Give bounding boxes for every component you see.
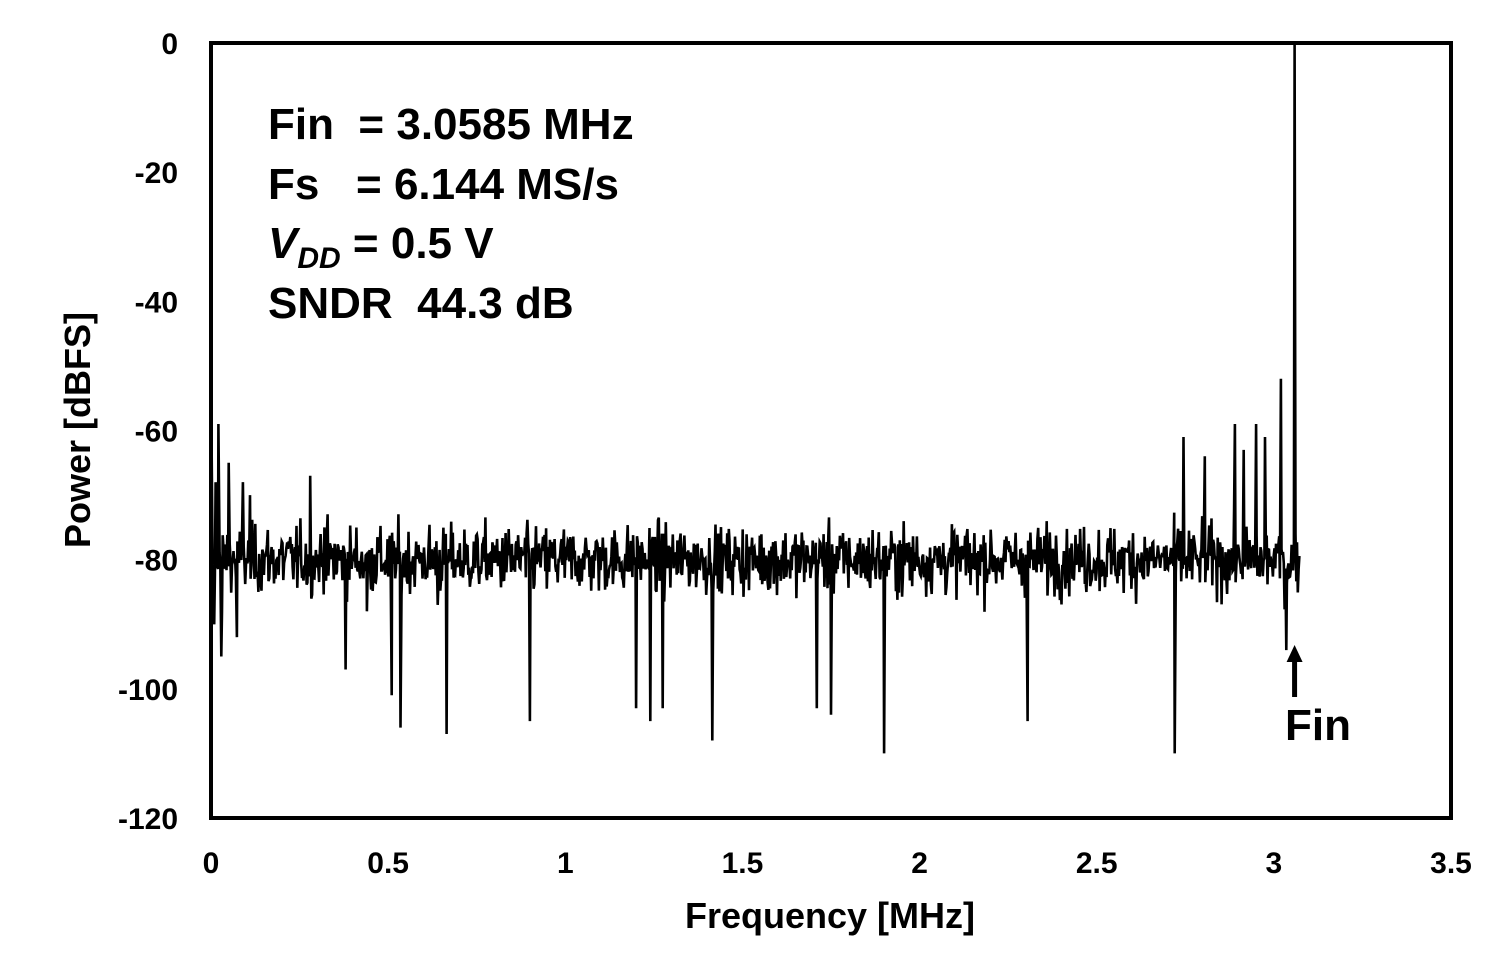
x-tick-label: 0 [203,847,220,880]
y-tick-label: -60 [135,416,178,449]
y-tick-label: -100 [118,674,178,707]
annotation-block: Fin = 3.0585 MHz Fs = 6.144 MS/s VDD = 0… [268,100,634,328]
x-axis-title: Frequency [MHz] [685,895,975,936]
x-tick-label: 1.5 [722,847,764,880]
y-tick-label: -80 [135,545,178,578]
x-tick-label: 3.5 [1430,847,1472,880]
x-tick-label: 2.5 [1076,847,1118,880]
y-tick-label: 0 [161,28,178,61]
annotation-vdd-main: V [268,219,301,268]
plot-frame [209,41,1453,820]
y-tick-label: -40 [135,286,178,319]
ticks-layer: 0 0.5 1 1.5 2 2.5 3 3.5 0 -20 -40 -60 -80 -100 -120 [118,28,1472,880]
y-axis-title: Power [dBFS] [57,312,98,548]
fin-marker: Fin [1285,645,1351,750]
annotation-fs: Fs = 6.144 MS/s [268,160,619,209]
annotation-vdd: VDD = 0.5 V [268,219,494,275]
x-tick-label: 1 [557,847,574,880]
annotation-vdd-sub: DD [297,242,340,275]
annotation-sndr: SNDR 44.3 dB [268,279,574,328]
x-tick-label: 3 [1266,847,1283,880]
annotation-fin: Fin = 3.0585 MHz [268,100,634,149]
annotation-vdd-value: = 0.5 V [341,219,495,268]
fin-arrow-label: Fin [1285,701,1351,750]
x-tick-label: 0.5 [367,847,409,880]
fin-arrow-head [1286,645,1303,662]
y-tick-label: -120 [118,803,178,836]
plot-layer [209,41,1453,820]
x-tick-label: 2 [911,847,928,880]
spectrum-series-line [209,42,1301,754]
y-tick-label: -20 [135,157,178,190]
